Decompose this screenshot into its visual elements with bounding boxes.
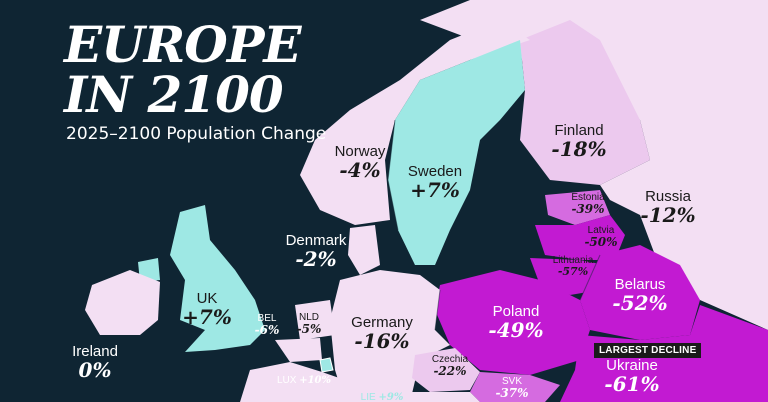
poland-region xyxy=(435,270,590,375)
label-finland: Finland -18% xyxy=(551,122,606,159)
label-value: -57% xyxy=(557,265,589,278)
subtitle: 2025–2100 Population Change xyxy=(66,124,327,144)
label-uk: UK +7% xyxy=(182,290,232,327)
label-sweden: Sweden +7% xyxy=(408,163,462,200)
label-name: Latvia xyxy=(587,225,615,236)
luxembourg-region xyxy=(319,357,334,373)
label-netherlands: NLD -5% xyxy=(297,312,322,335)
label-czechia: Czechia -22% xyxy=(432,354,468,377)
label-name: Estonia xyxy=(571,192,605,203)
label-slovakia: SVK -37% xyxy=(495,376,528,399)
label-name: LIE xyxy=(360,392,376,402)
label-name: Lithuania xyxy=(552,255,594,266)
uk-region xyxy=(170,205,265,352)
label-name: Czechia xyxy=(431,354,469,365)
belarus-region xyxy=(580,245,700,340)
label-value: -6% xyxy=(254,323,280,337)
finland-region xyxy=(520,20,650,185)
label-name: Finland xyxy=(554,122,604,139)
label-name: Sweden xyxy=(407,163,463,180)
label-value: -5% xyxy=(296,322,322,336)
label-lithuania: Lithuania -57% xyxy=(553,255,594,277)
estonia-region xyxy=(545,190,610,225)
country-borders xyxy=(387,119,601,331)
label-value: -52% xyxy=(612,291,668,315)
denmark-region xyxy=(348,225,380,275)
label-value: +9% xyxy=(378,392,404,402)
norway-region xyxy=(300,20,530,225)
label-name: Ireland xyxy=(72,343,118,360)
label-name: Belarus xyxy=(614,276,666,293)
label-name: BEL xyxy=(257,313,277,324)
label-name: SVK xyxy=(501,376,522,387)
label-value: -39% xyxy=(571,202,605,216)
label-denmark: Denmark -2% xyxy=(286,232,347,269)
label-value: -2% xyxy=(295,247,337,271)
belgium-region xyxy=(275,338,322,362)
russia-region xyxy=(420,0,768,330)
label-name: Germany xyxy=(351,314,413,331)
label-ukraine: Ukraine -61% xyxy=(604,357,659,394)
label-value: -16% xyxy=(354,329,410,353)
sweden-region xyxy=(388,40,525,265)
label-value: -61% xyxy=(604,372,660,396)
title-line-2: IN 2100 xyxy=(64,65,284,124)
label-name: Russia xyxy=(645,188,691,205)
label-germany: Germany -16% xyxy=(351,314,413,351)
label-name: LUX xyxy=(276,375,297,386)
label-belgium: BEL -6% xyxy=(255,313,280,336)
label-estonia: Estonia -39% xyxy=(571,192,604,215)
label-value: -22% xyxy=(433,364,467,378)
label-russia: Russia -12% xyxy=(640,188,695,225)
label-name: Denmark xyxy=(285,232,347,249)
label-value: -18% xyxy=(551,137,607,161)
label-value: -12% xyxy=(640,203,696,227)
czechia-region xyxy=(412,348,480,392)
largest-decline-badge: LARGEST DECLINE xyxy=(594,343,702,358)
label-value: -37% xyxy=(495,386,529,400)
label-latvia: Latvia -50% xyxy=(584,225,617,248)
label-name: Poland xyxy=(492,303,540,320)
label-name: Norway xyxy=(334,143,386,160)
label-ireland: Ireland 0% xyxy=(72,343,118,380)
label-value: 0% xyxy=(78,358,112,382)
label-value: -49% xyxy=(488,318,544,342)
label-norway: Norway -4% xyxy=(335,143,386,180)
label-name: Ukraine xyxy=(606,357,658,374)
netherlands-region xyxy=(295,300,335,340)
germany-region xyxy=(330,270,450,402)
slovakia-region xyxy=(470,372,560,402)
label-value: +10% xyxy=(299,375,332,386)
label-value: +7% xyxy=(182,305,232,329)
label-value: +7% xyxy=(410,178,460,202)
label-liechtenstein: LIE +9% xyxy=(361,392,404,402)
label-name: NLD xyxy=(298,312,320,323)
label-value: -50% xyxy=(584,235,618,249)
label-name: UK xyxy=(196,290,218,307)
france-region xyxy=(240,362,345,402)
label-value: -4% xyxy=(339,158,381,182)
austria-region xyxy=(405,392,480,402)
label-poland: Poland -49% xyxy=(488,303,543,340)
ireland-region xyxy=(85,270,160,335)
title-line-1: EUROPE xyxy=(64,15,302,74)
label-luxembourg: LUX +10% xyxy=(277,375,331,386)
latvia-region xyxy=(535,215,625,260)
label-belarus: Belarus -52% xyxy=(612,276,667,313)
